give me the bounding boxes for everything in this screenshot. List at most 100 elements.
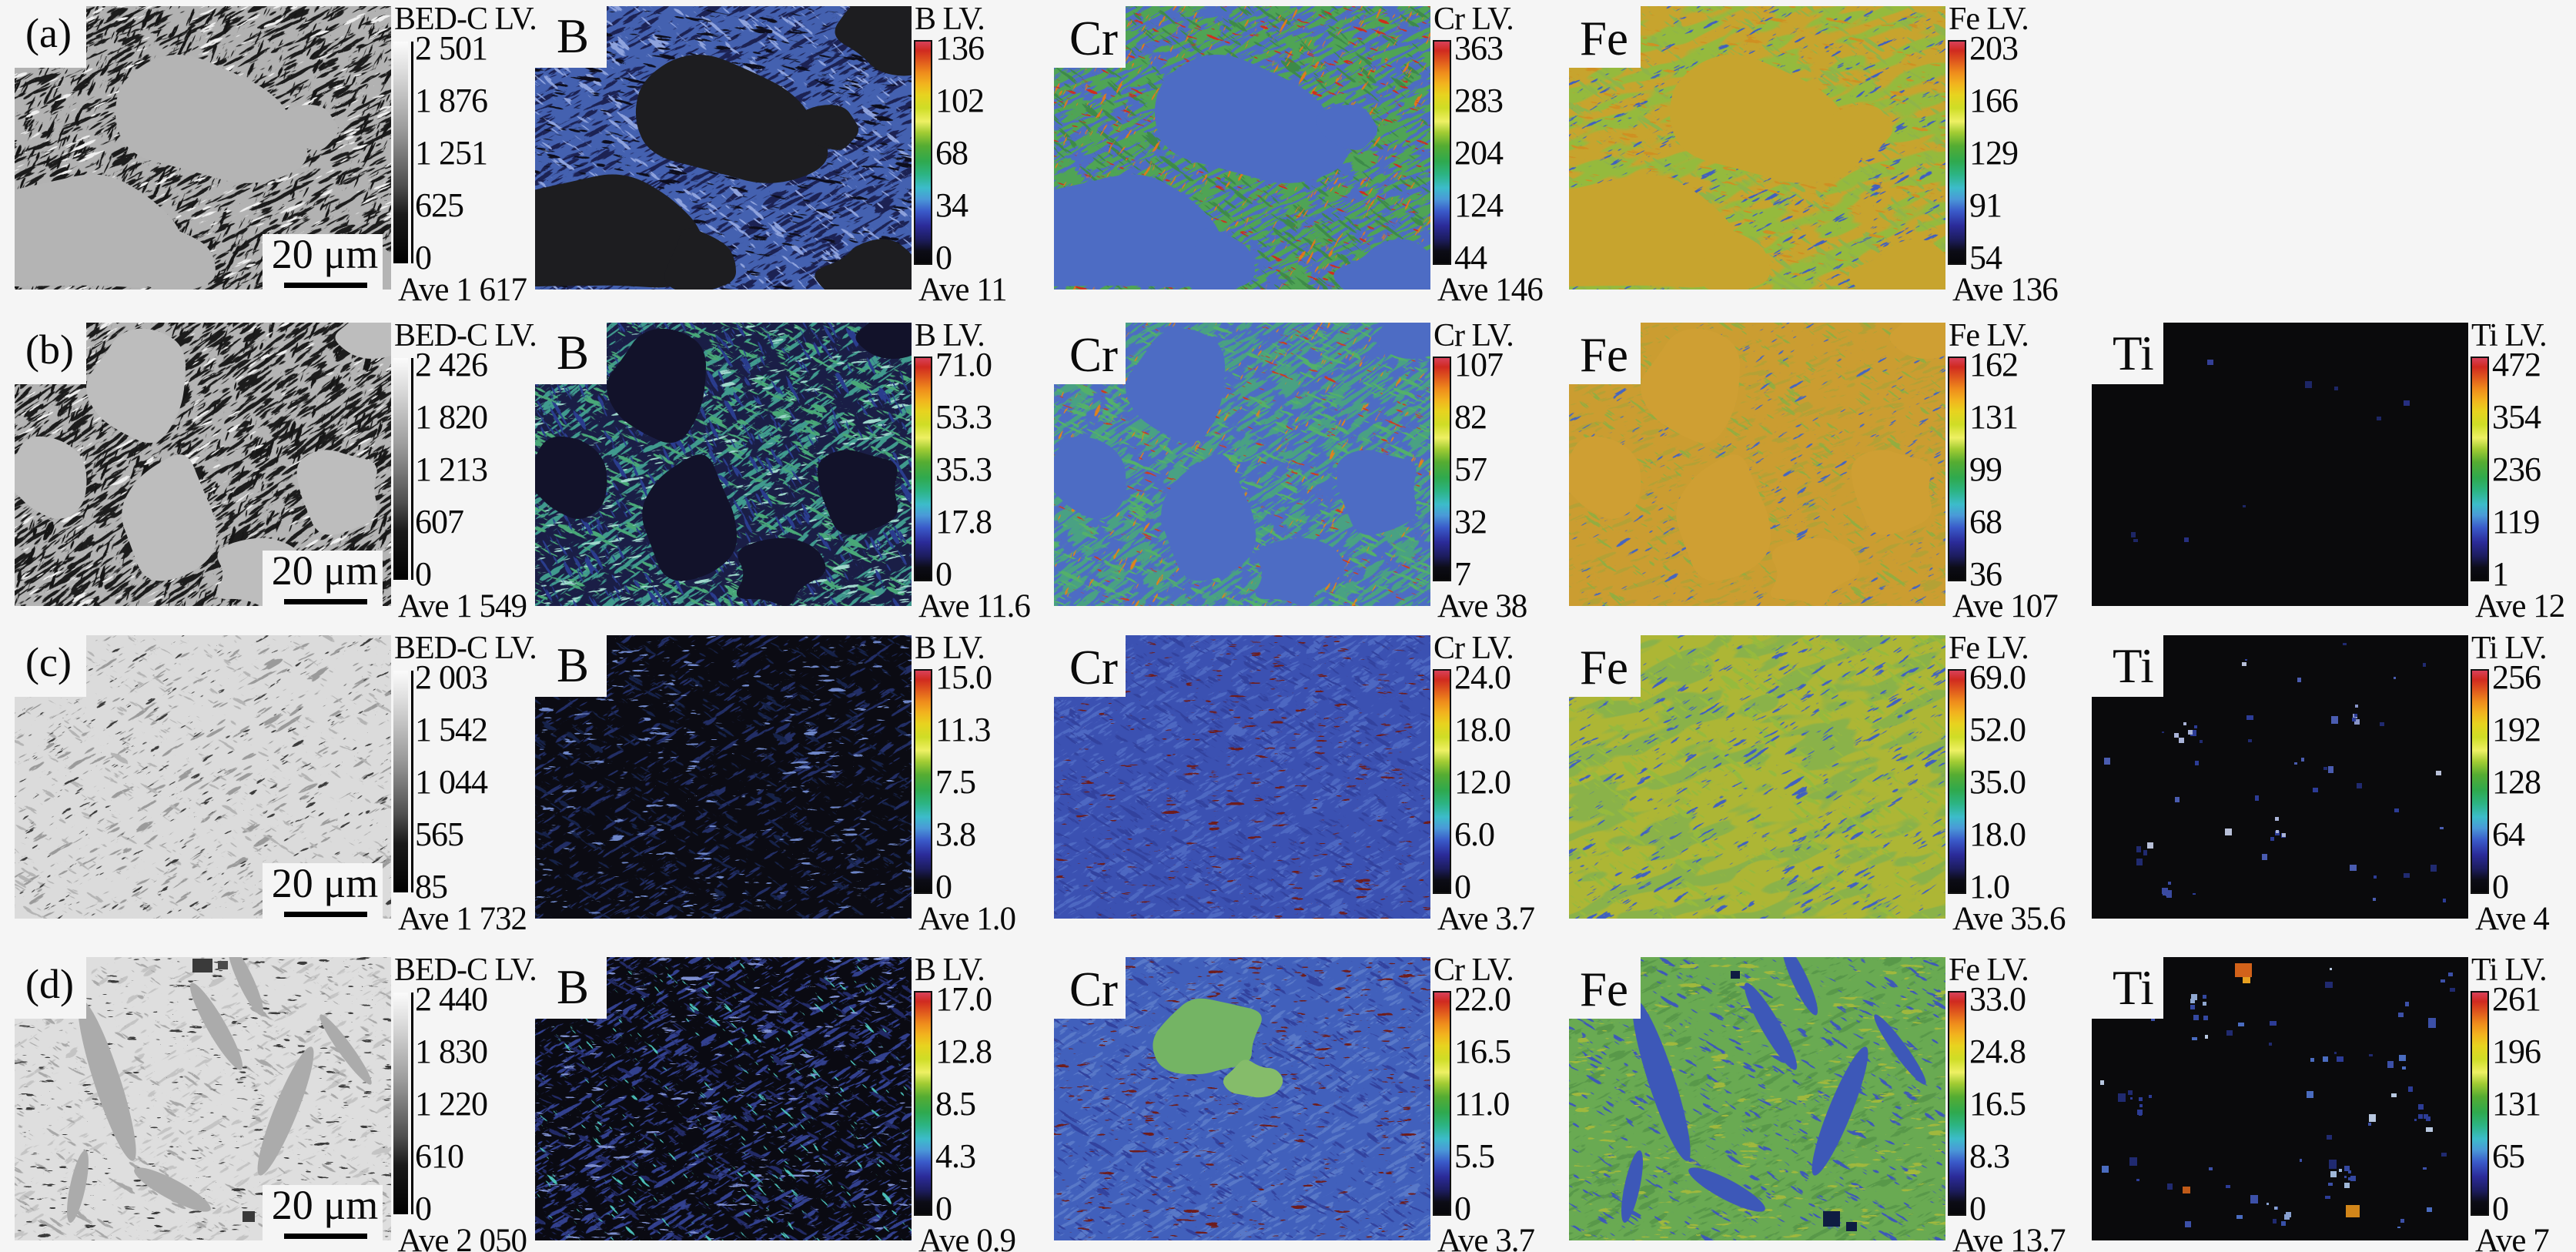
svg-text:Fe: Fe [1580,962,1628,1016]
svg-text:B: B [557,638,589,692]
svg-text:15.0: 15.0 [935,658,992,696]
svg-text:0: 0 [1454,868,1470,906]
svg-text:Ave 2 050: Ave 2 050 [398,1223,527,1252]
svg-text:Cr: Cr [1069,962,1118,1016]
svg-text:20 μm: 20 μm [272,1182,378,1228]
svg-text:Ti: Ti [2113,326,2154,380]
svg-text:Fe: Fe [1580,641,1628,695]
svg-text:0: 0 [935,1190,952,1227]
svg-text:162: 162 [1969,346,2018,383]
svg-text:2 426: 2 426 [415,346,487,383]
svg-text:Cr LV.: Cr LV. [1434,631,1514,666]
svg-text:0: 0 [935,868,952,906]
svg-text:Ti LV.: Ti LV. [2471,318,2547,353]
svg-text:0: 0 [415,239,431,276]
svg-text:B: B [557,326,589,380]
svg-text:BED-C LV.: BED-C LV. [394,952,537,988]
svg-text:283: 283 [1454,82,1503,119]
svg-text:236: 236 [2492,450,2541,488]
svg-text:1.0: 1.0 [1969,868,2009,906]
svg-text:8.3: 8.3 [1969,1137,2009,1175]
svg-text:2 440: 2 440 [415,980,487,1018]
svg-text:85: 85 [415,868,447,906]
svg-text:1: 1 [2492,555,2508,593]
svg-text:BED-C LV.: BED-C LV. [394,2,537,37]
svg-text:Fe LV.: Fe LV. [1949,631,2029,666]
svg-text:34: 34 [935,186,969,224]
svg-text:4.3: 4.3 [935,1137,975,1175]
svg-text:B LV.: B LV. [915,318,985,353]
svg-text:99: 99 [1969,450,2002,488]
svg-text:610: 610 [415,1137,463,1175]
svg-text:Ti LV.: Ti LV. [2471,952,2547,988]
svg-text:Cr: Cr [1069,641,1118,695]
svg-text:(c): (c) [25,639,72,685]
svg-text:B LV.: B LV. [915,631,985,666]
svg-text:131: 131 [2492,1085,2541,1123]
svg-text:18.0: 18.0 [1454,711,1510,748]
svg-text:119: 119 [2492,503,2539,541]
svg-text:8.5: 8.5 [935,1085,975,1123]
svg-text:472: 472 [2492,346,2541,383]
svg-text:204: 204 [1454,134,1504,172]
svg-text:53.3: 53.3 [935,398,992,436]
svg-text:1 876: 1 876 [415,82,487,119]
svg-text:1 213: 1 213 [415,450,487,488]
svg-text:Ave 1 549: Ave 1 549 [398,588,527,624]
svg-text:261: 261 [2492,980,2541,1018]
svg-text:131: 131 [1969,398,2018,436]
svg-text:565: 565 [415,815,463,853]
svg-text:69.0: 69.0 [1969,658,2026,696]
svg-text:128: 128 [2492,763,2541,801]
svg-text:36: 36 [1969,555,2002,593]
svg-text:0: 0 [935,555,952,593]
svg-text:0: 0 [1969,1190,1986,1227]
svg-text:16.5: 16.5 [1969,1085,2026,1123]
svg-text:24.0: 24.0 [1454,658,1510,696]
svg-text:Ave 1.0: Ave 1.0 [918,901,1015,937]
svg-text:82: 82 [1454,398,1487,436]
svg-text:6.0: 6.0 [1454,815,1494,853]
svg-text:11.0: 11.0 [1454,1085,1509,1123]
svg-text:Ave 146: Ave 146 [1437,272,1543,308]
svg-text:Fe: Fe [1580,328,1628,382]
svg-text:20 μm: 20 μm [272,547,378,594]
svg-text:Ave 7: Ave 7 [2475,1223,2549,1252]
svg-text:12.8: 12.8 [935,1033,992,1070]
svg-text:0: 0 [935,239,952,276]
svg-text:0: 0 [415,555,431,593]
svg-text:Ave 35.6: Ave 35.6 [1952,901,2066,937]
svg-text:Cr LV.: Cr LV. [1434,318,1514,353]
svg-text:3.8: 3.8 [935,815,975,853]
svg-text:Ti: Ti [2113,639,2154,693]
svg-text:0: 0 [1454,1190,1470,1227]
svg-text:2 501: 2 501 [415,29,487,67]
svg-text:Ave 11: Ave 11 [918,272,1007,308]
svg-text:124: 124 [1454,186,1504,224]
svg-text:Ave 136: Ave 136 [1952,272,2058,308]
svg-text:Ave 1 617: Ave 1 617 [398,272,527,308]
svg-text:(b): (b) [25,326,74,373]
svg-text:7.5: 7.5 [935,763,975,801]
svg-text:Ave 3.7: Ave 3.7 [1437,1223,1534,1252]
svg-text:71.0: 71.0 [935,346,992,383]
svg-text:1 830: 1 830 [415,1033,487,1070]
svg-text:20 μm: 20 μm [272,860,378,906]
svg-text:Ave 0.9: Ave 0.9 [918,1223,1015,1252]
svg-text:17.8: 17.8 [935,503,992,541]
svg-text:18.0: 18.0 [1969,815,2026,853]
svg-text:1 251: 1 251 [415,134,487,172]
svg-text:68: 68 [1969,503,2002,541]
svg-text:Ave 4: Ave 4 [2475,901,2549,937]
svg-text:196: 196 [2492,1033,2541,1070]
svg-text:Ave 38: Ave 38 [1437,588,1527,624]
svg-text:Ti: Ti [2113,961,2154,1015]
svg-text:607: 607 [415,503,463,541]
svg-text:203: 203 [1969,29,2018,67]
svg-text:1 542: 1 542 [415,711,487,748]
svg-text:Cr: Cr [1069,328,1118,382]
svg-text:7: 7 [1454,555,1470,593]
svg-text:B: B [557,9,589,63]
svg-text:52.0: 52.0 [1969,711,2026,748]
svg-text:44: 44 [1454,239,1487,276]
